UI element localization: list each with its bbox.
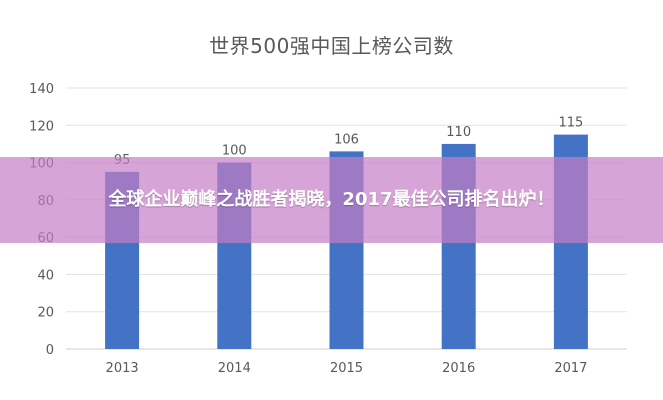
x-tick-label: 2016 xyxy=(442,361,475,376)
headline-banner: 全球企业巅峰之战胜者揭晓，2017最佳公司排名出炉！ xyxy=(0,157,663,243)
data-label: 110 xyxy=(446,125,471,140)
y-tick-label: 0 xyxy=(46,343,54,358)
x-tick-label: 2015 xyxy=(330,361,363,376)
data-label: 115 xyxy=(558,116,583,131)
y-tick-label: 140 xyxy=(29,82,54,97)
y-tick-label: 40 xyxy=(37,268,54,283)
y-tick-label: 20 xyxy=(37,306,54,321)
data-label: 106 xyxy=(334,132,359,147)
chart-title: 世界500强中国上榜公司数 xyxy=(209,34,454,58)
y-tick-label: 120 xyxy=(29,119,54,134)
x-tick-label: 2014 xyxy=(218,361,251,376)
headline-text: 全球企业巅峰之战胜者揭晓，2017最佳公司排名出炉！ xyxy=(108,189,555,210)
x-tick-label: 2017 xyxy=(554,361,587,376)
data-label: 100 xyxy=(222,144,247,159)
x-tick-label: 2013 xyxy=(106,361,139,376)
